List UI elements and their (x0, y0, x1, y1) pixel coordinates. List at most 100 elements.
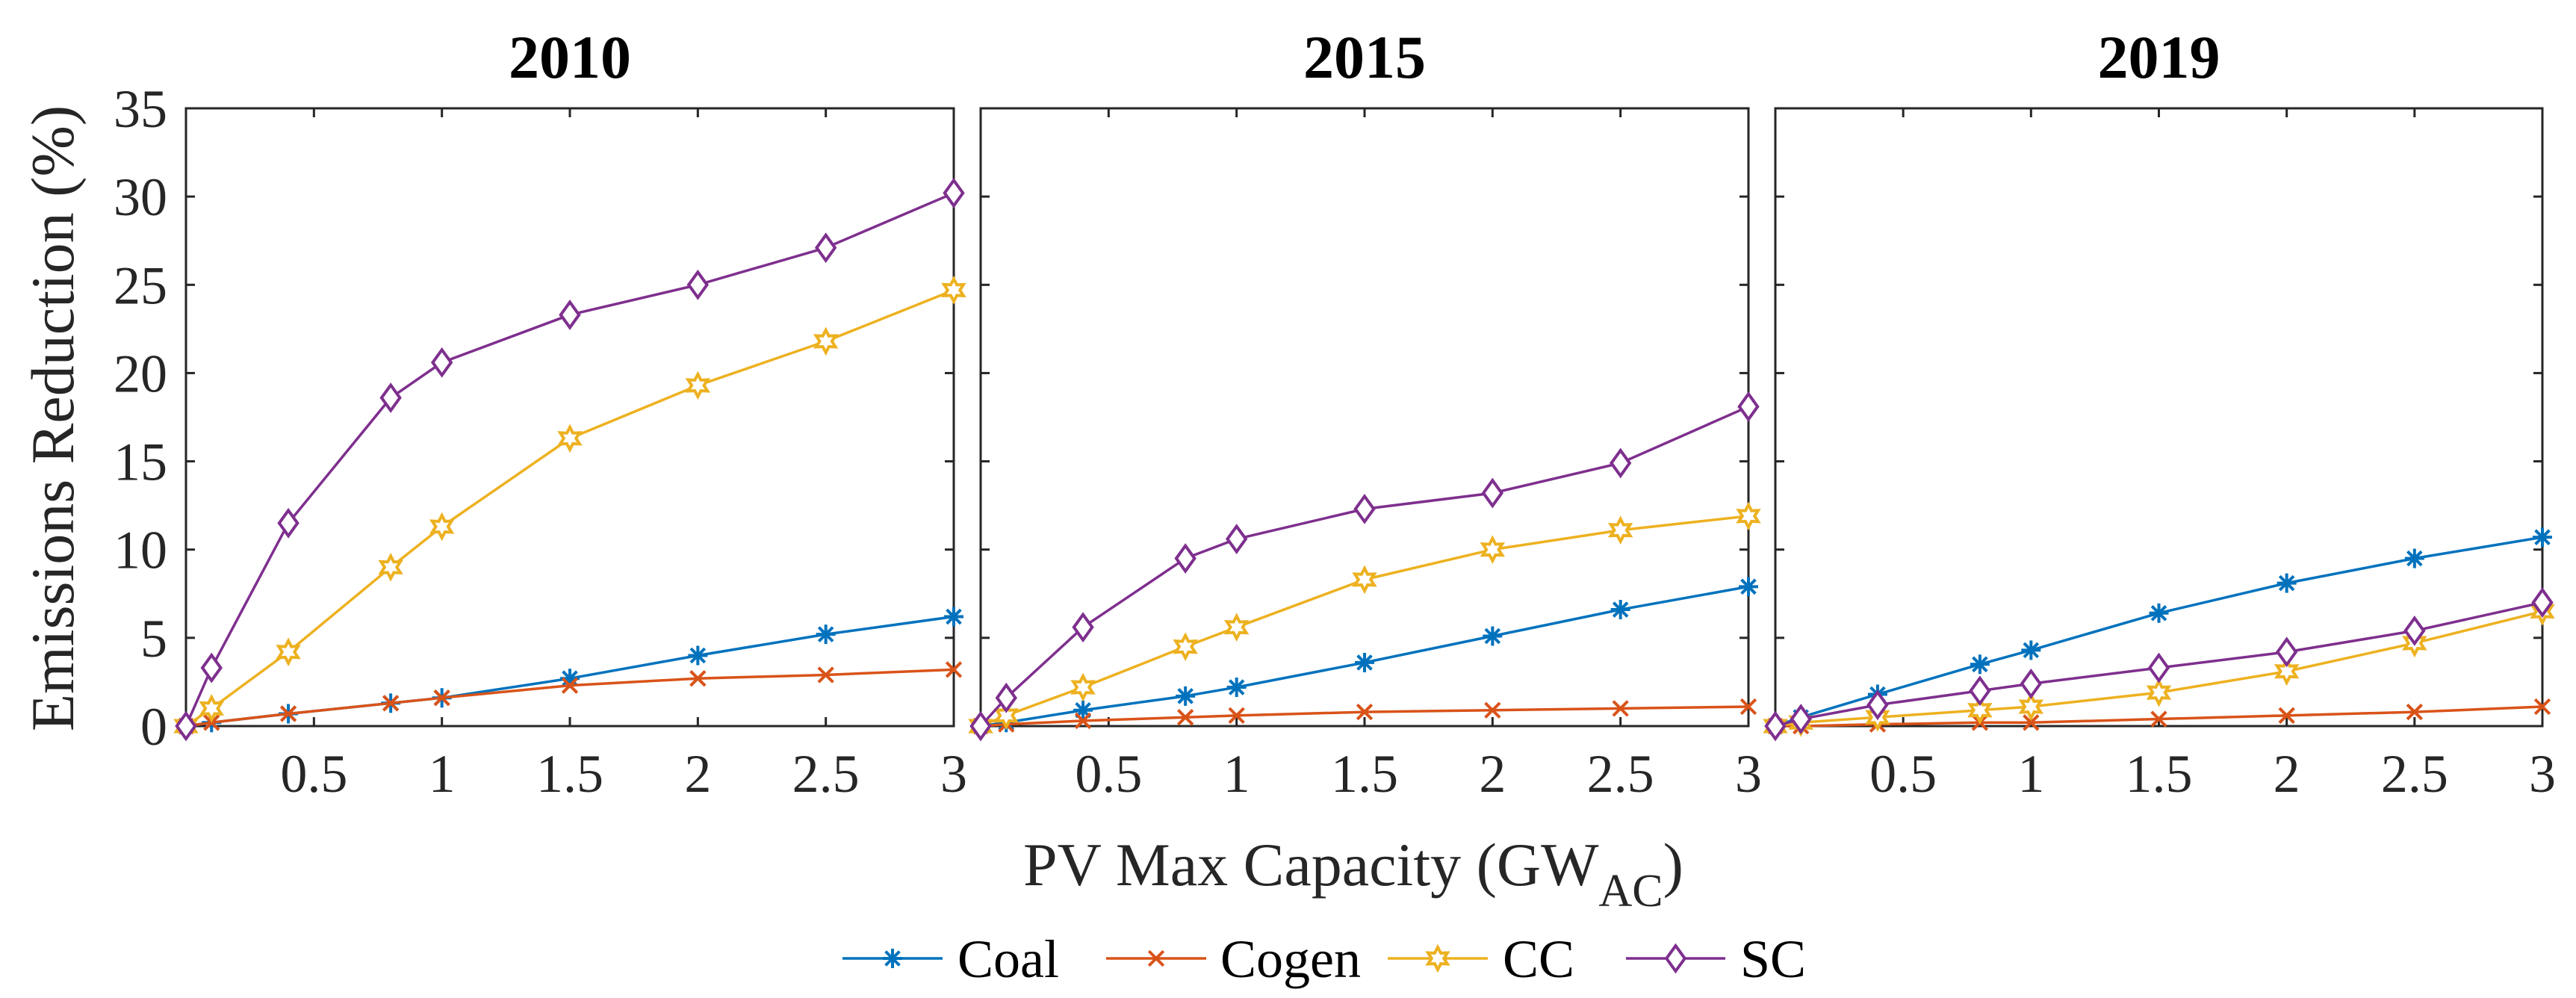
y-tick-label: 5 (140, 609, 167, 669)
panel-2010-series-sc-point (943, 177, 965, 208)
panel-2015-series-sc-point (969, 710, 992, 742)
y-tick-label: 10 (114, 521, 167, 580)
panel-2010-frame (184, 107, 955, 728)
panel-2015-title: 2015 (1303, 23, 1426, 91)
panel-2015-series-sc-point (1481, 477, 1504, 509)
panel-2019-series-sc-point (2403, 615, 2426, 646)
panel-2015-x-tick-label: 2.5 (1587, 744, 1654, 804)
panel-2010-title: 2010 (509, 23, 631, 91)
panel-2015-series-cogen (972, 698, 1757, 735)
x-axis-label-suffix: ) (1663, 831, 1683, 899)
legend-label-cogen: Cogen (1220, 929, 1361, 989)
panel-2019-series-coal-point (1970, 654, 1990, 675)
panel-2019-series-sc-point (2147, 652, 2170, 684)
panel-2019-series-sc-point (1969, 675, 1991, 707)
panel-2019-x-tick-label: 3 (2529, 744, 2556, 804)
panel-2019-series-cogen-point (2533, 698, 2551, 716)
panel-2019-series-cc-point (1967, 695, 1993, 725)
y-tick-label: 25 (114, 255, 167, 315)
panel-2010-series-cc-point (813, 326, 839, 356)
panel-2015-x-tick-label: 1.5 (1331, 744, 1398, 804)
panel-2015-series-coal-point (1483, 626, 1503, 646)
legend-entry-sc: SC (1626, 929, 1806, 989)
panel-2019-series-cogen-point (2023, 714, 2040, 731)
panel-2019-x-tick-label: 1.5 (2126, 744, 2193, 804)
panel-2010-series-cogen-point (279, 705, 297, 722)
panel-2019-series-sc-point (2020, 668, 2043, 699)
legend-marker-sc (1664, 943, 1687, 974)
panel-2015-series-coal-point (1610, 600, 1630, 620)
panel-2010-x-tick-label: 0.5 (280, 744, 347, 804)
panel-2010-series-coal-point (944, 607, 963, 627)
panel-2010-series-sc-point (559, 300, 581, 330)
legend-label-coal: Coal (958, 929, 1059, 989)
legend-entry-coal: Coal (842, 929, 1059, 989)
panel-2015-x-tick-label: 0.5 (1075, 744, 1142, 804)
panel-2015-series-coal-point (1176, 686, 1196, 706)
legend-entry-cc: CC (1388, 929, 1574, 989)
panel-2015-series-coal-point (1226, 678, 1247, 698)
panel-2019-series-coal-point (2404, 548, 2424, 568)
panel-2010-series-sc-point (175, 710, 197, 742)
panel-2019-series-sc-point (1790, 704, 1812, 734)
panel-2019-x-tick-label: 2 (2274, 744, 2300, 804)
panel-2010-series-cc-point (378, 552, 403, 582)
panel-2010-series-cc-point (199, 694, 225, 723)
panel-2015-series-cc (968, 501, 1761, 741)
panel-2010-x-tick-label: 3 (940, 744, 967, 804)
panel-2015-x-tick-label: 2 (1479, 744, 1506, 804)
panel-2010-series-cogen (177, 661, 963, 735)
panel-2015-series-cc-point (1173, 632, 1198, 662)
panel-2015: 2015 0.5 1 1.5 2 2.5 3 (968, 23, 1762, 804)
legend-entry-cogen: Cogen (1106, 929, 1361, 989)
panel-2010-series-cc-point (276, 637, 301, 667)
panel-2015-series-cc-point (1352, 565, 1377, 595)
panel-2015-series-coal-point (1073, 700, 1093, 720)
panel-2015-series-sc-point (1609, 447, 1632, 479)
panel-2015-series-cogen-point (1612, 700, 1629, 717)
panel-2015-series-sc-point (1353, 493, 1376, 524)
panel-2010-x-tick-label: 1.5 (536, 744, 603, 804)
panel-2019-series-cc-point (2274, 657, 2300, 686)
panel-2019-series-coal-point (2533, 527, 2552, 548)
panel-2015-series-sc-point (1174, 543, 1197, 574)
panel-2015-x-tick-label: 1 (1223, 744, 1250, 804)
panel-2019-series-cogen-point (2406, 703, 2423, 721)
y-axis-label: Emissions Reduction (%) (19, 105, 87, 731)
panel-2019-series-sc-point (1764, 710, 1787, 742)
panel-2010-series-coal-point (816, 624, 836, 645)
x-axis-label-main: PV Max Capacity (GW (1023, 831, 1599, 899)
panel-2010-series-cc-point (557, 424, 583, 453)
panel-2010-x-tick-label: 2.5 (792, 744, 860, 804)
panel-2015-series-cc-point (1223, 613, 1250, 642)
y-tick-label: 30 (114, 167, 167, 227)
panel-2019-series-sc-point (1866, 689, 1889, 721)
panel-2010-series-cogen-point (382, 695, 400, 712)
y-tick-label: 0 (140, 697, 167, 757)
panel-2019-series-sc-point (2531, 587, 2554, 619)
panel-2015-series-cogen-point (1228, 707, 1245, 724)
legend-label-cc: CC (1503, 929, 1574, 989)
panel-2015-frame (979, 107, 1750, 728)
panel-2019-series-cogen-point (2150, 710, 2167, 728)
panel-2015-series-cc-point (1607, 515, 1633, 545)
panel-2019-series-sc (1764, 587, 2554, 742)
legend-label-sc: SC (1740, 929, 1806, 989)
panel-2019-series-cogen-point (2278, 707, 2295, 724)
panel-2015-series-cogen-point (1356, 703, 1374, 721)
panel-2010-series-cogen-point (561, 677, 579, 694)
panel-2010-series-sc-point (200, 652, 223, 684)
panel-2010-series-cc-point (941, 276, 966, 305)
panel-2019-series-cc-point (2018, 692, 2044, 722)
panel-2010-series-cc (173, 276, 966, 741)
panel-2015-series-cc-point (1736, 501, 1761, 531)
panel-2015-series-cc-point (1070, 672, 1096, 702)
panel-2019-series-coal-point (2149, 603, 2169, 623)
panel-2010-series-sc-point (379, 382, 402, 413)
panel-2010-series-cogen-point (817, 666, 834, 684)
panel-2010-series-sc-point (277, 507, 300, 539)
panel-2015-series-cogen-point (1484, 701, 1501, 719)
panel-2015-series-coal-point (1739, 577, 1758, 597)
panel-2015-series-cogen-point (1739, 698, 1757, 716)
